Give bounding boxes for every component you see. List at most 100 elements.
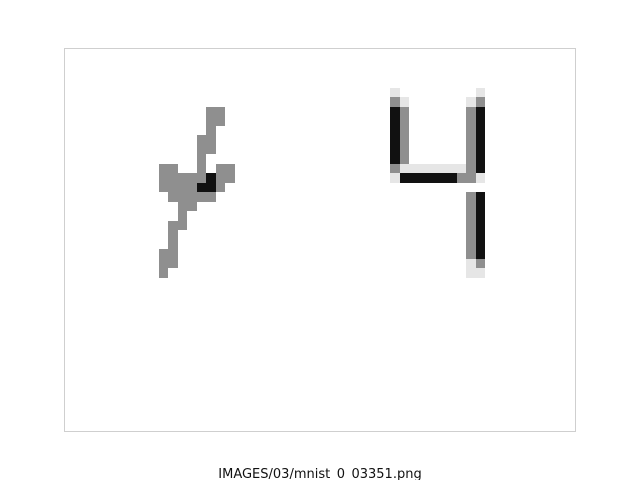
digit-pixel <box>418 163 428 173</box>
digit-pixel <box>466 106 476 116</box>
digit-pixel <box>399 154 409 164</box>
digit-pixel <box>158 182 168 192</box>
digit-pixel <box>399 116 409 126</box>
digit-pixel <box>466 173 476 183</box>
digit-pixel <box>475 201 485 211</box>
digit-pixel <box>475 230 485 240</box>
digit-pixel <box>475 249 485 259</box>
digit-pixel <box>168 192 178 202</box>
image-panel <box>64 48 576 432</box>
digit-pixel <box>177 182 187 192</box>
digit-pixel <box>475 258 485 268</box>
digit-pixel <box>399 97 409 107</box>
digit-pixel <box>428 163 438 173</box>
digit-pixel <box>177 192 187 202</box>
digit-pixel <box>475 144 485 154</box>
digit-pixel <box>168 249 178 259</box>
digit-pixel <box>390 173 400 183</box>
digit-pixel <box>399 163 409 173</box>
digit-pixel <box>390 87 400 97</box>
digit-pixel <box>390 97 400 107</box>
digit-pixel <box>466 211 476 221</box>
digit-pixel <box>409 163 419 173</box>
digit-pixel <box>215 163 225 173</box>
digit-pixel <box>390 125 400 135</box>
digit-pixel <box>466 258 476 268</box>
digit-pixel <box>215 116 225 126</box>
digit-pixel <box>196 192 206 202</box>
digit-pixel <box>466 144 476 154</box>
digit-pixel <box>177 220 187 230</box>
digit-pixel <box>390 144 400 154</box>
digit-pixel <box>158 268 168 278</box>
digit-pixel <box>196 144 206 154</box>
digit-pixel <box>187 173 197 183</box>
digit-pixel <box>466 154 476 164</box>
digit-pixel <box>225 173 235 183</box>
digit-pixel <box>475 106 485 116</box>
digit-pixel <box>390 163 400 173</box>
digit-pixel <box>206 192 216 202</box>
digit-pixel <box>466 116 476 126</box>
image-caption: IMAGES/03/mnist_0_03351.png <box>218 467 422 480</box>
digit-pixel <box>447 163 457 173</box>
digit-pixel <box>225 163 235 173</box>
digit-pixel <box>168 230 178 240</box>
digit-pixel <box>475 97 485 107</box>
digit-pixel <box>158 173 168 183</box>
digit-pixel <box>168 220 178 230</box>
digit-pixel <box>177 211 187 221</box>
digit-pixel <box>447 173 457 183</box>
digit-pixel <box>475 239 485 249</box>
digit-pixel <box>475 87 485 97</box>
digit-pixel <box>168 173 178 183</box>
digit-pixel <box>466 220 476 230</box>
digit-pixel <box>390 116 400 126</box>
digit-pixel <box>399 106 409 116</box>
digit-pixel <box>399 173 409 183</box>
digit-pixel <box>456 163 466 173</box>
digit-pixel <box>437 163 447 173</box>
digit-pixel <box>437 173 447 183</box>
digit-pixel <box>390 135 400 145</box>
digit-pixel <box>168 258 178 268</box>
digit-pixel <box>466 125 476 135</box>
digit-pixel <box>206 182 216 192</box>
digit-pixel <box>196 173 206 183</box>
digit-pixel <box>475 135 485 145</box>
digit-pixel <box>428 173 438 183</box>
digit-pixel <box>196 154 206 164</box>
digit-pixel <box>196 135 206 145</box>
digit-pixel <box>475 173 485 183</box>
digit-pixel <box>187 201 197 211</box>
digit-pixel <box>158 163 168 173</box>
digit-pixel <box>390 154 400 164</box>
digit-pixel <box>466 135 476 145</box>
digit-pixel <box>390 106 400 116</box>
digit-pixel <box>475 125 485 135</box>
digit-pixel <box>475 211 485 221</box>
digit-pixel <box>206 106 216 116</box>
digit-pixel <box>215 182 225 192</box>
digit-pixel <box>466 97 476 107</box>
digit-pixel <box>466 163 476 173</box>
digit-pixel <box>475 163 485 173</box>
digit-pixel <box>177 173 187 183</box>
digit-pixel <box>168 239 178 249</box>
digit-pixel <box>215 173 225 183</box>
digit-pixel <box>466 201 476 211</box>
digit-pixel <box>206 116 216 126</box>
digit-pixel <box>158 249 168 259</box>
digit-pixel <box>168 182 178 192</box>
digit-pixel <box>399 135 409 145</box>
digit-pixel <box>475 192 485 202</box>
digit-pixel <box>215 106 225 116</box>
digit-pixel <box>466 192 476 202</box>
digit-pixel <box>466 239 476 249</box>
digit-pixel <box>187 192 197 202</box>
digit-pixel <box>206 144 216 154</box>
digit-pixel <box>187 182 197 192</box>
digit-pixel <box>196 182 206 192</box>
digit-pixel <box>475 220 485 230</box>
